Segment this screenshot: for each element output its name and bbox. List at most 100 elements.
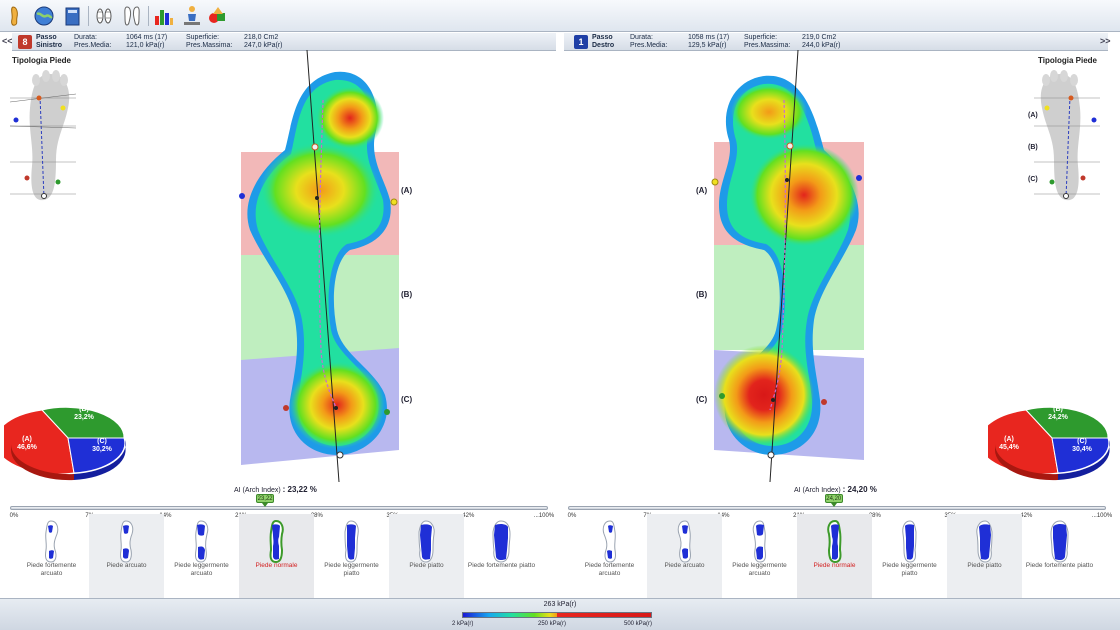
right-step-badge: 1: [574, 35, 588, 49]
foot-category-label: Piede fortemente piatto: [467, 562, 536, 569]
arch-index-marker-pointer: [262, 503, 269, 507]
foot-category-label: Piede piatto: [967, 562, 1002, 569]
foot-category-label: Piede piatto: [409, 562, 444, 569]
globe-icon[interactable]: [32, 4, 56, 28]
right-zone-c-label: (C): [696, 395, 708, 404]
foot-category-3[interactable]: Piede leggermente arcuato: [164, 514, 239, 598]
right-pie-b-label: (B) 24,2%: [1048, 406, 1068, 421]
right-foot-pressure-map: (A) (B) (C): [694, 49, 894, 485]
foot-category-6[interactable]: Piede piatto: [947, 514, 1022, 598]
left-zone-c-label: (C): [401, 395, 413, 404]
right-zone-distribution-pie: (B) 24,2% (A) 45,4% (C) 30,4%: [978, 398, 1114, 482]
shapes-icon[interactable]: [206, 4, 230, 28]
foot-shape-icon: [752, 520, 766, 563]
mini-zone-c-label: (C): [1028, 176, 1038, 183]
scale-tick-label: ...100%: [533, 513, 555, 519]
toolbar: [0, 0, 1120, 32]
legend-min-label: 2 kPa(r): [452, 621, 474, 627]
foot-category-1[interactable]: Piede fortemente arcuato: [14, 514, 89, 598]
next-step-button[interactable]: >>: [1100, 36, 1111, 46]
right-pres-massima-value: 244,0 kPa(r): [802, 42, 841, 49]
foot-category-label: Piede leggermente arcuato: [732, 562, 787, 577]
arch-index-marker: 24,20: [824, 494, 843, 503]
scale-tick-label: 14%: [159, 513, 172, 519]
left-foot-type-diagram: [6, 68, 80, 206]
foot-category-3[interactable]: Piede leggermente arcuato: [722, 514, 797, 598]
legend-max-value: 263 kPa(r): [543, 601, 577, 608]
foot-shape-icon: [120, 520, 134, 563]
foot-shape-icon: [344, 520, 359, 563]
left-pie-a-label: (A) 46,6%: [17, 436, 37, 451]
feet-outline-icon[interactable]: [120, 4, 144, 28]
scale-tick-label: 42%: [462, 513, 475, 519]
foot-shape-icon: [195, 520, 209, 563]
person-scale-icon[interactable]: [180, 4, 204, 28]
left-zone-distribution-pie: (B) 23,2% (A) 46,6% (C) 30,2%: [0, 398, 130, 482]
left-step-side: Sinistro: [36, 42, 63, 49]
footprints-icon[interactable]: [92, 4, 116, 28]
bar-chart-icon[interactable]: [152, 4, 176, 28]
right-pres-massima-label: Pres.Massima:: [744, 42, 791, 49]
foot-category-5[interactable]: Piede leggermente piatto: [314, 514, 389, 598]
right-pres-media-label: Pres.Media:: [630, 42, 668, 49]
left-step-label: Passo: [36, 34, 57, 41]
right-zone-b-label: (B): [696, 290, 708, 299]
right-foot-classification-row: Piede fortemente arcuato Piede arcuato Pie…: [572, 514, 1097, 598]
left-foot-type-title: Tipologia Piede: [12, 56, 71, 65]
foot-category-7[interactable]: Piede fortemente piatto: [1022, 514, 1097, 598]
scale-tick-label: 0%: [9, 513, 19, 519]
left-pres-media-label: Pres.Media:: [74, 42, 112, 49]
foot-shape-icon: [827, 519, 842, 564]
right-superficie-value: 219,0 Cm2: [802, 34, 837, 41]
legend-mid-label: 250 kPa(r): [538, 621, 567, 627]
foot-category-label: Piede leggermente arcuato: [174, 562, 229, 577]
foot-category-label: Piede leggermente piatto: [324, 562, 379, 577]
foot-category-1[interactable]: Piede fortemente arcuato: [572, 514, 647, 598]
foot-category-label: Piede normale: [255, 562, 298, 569]
right-pres-media-value: 129,5 kPa(r): [688, 42, 727, 49]
left-durata-label: Durata:: [74, 34, 97, 41]
left-pres-media-value: 121,0 kPa(r): [126, 42, 165, 49]
arch-index-marker: 23,22: [256, 494, 275, 503]
left-pres-massima-label: Pres.Massima:: [186, 42, 233, 49]
foot-category-label: Piede arcuato: [664, 562, 705, 569]
foot-category-label: Piede leggermente piatto: [882, 562, 937, 577]
previous-step-button[interactable]: <<: [2, 36, 13, 46]
right-arch-index: AI (Arch Index) : 24,20 %: [794, 485, 877, 494]
foot-category-2[interactable]: Piede arcuato: [647, 514, 722, 598]
foot-category-label: Piede fortemente piatto: [1025, 562, 1094, 569]
foot-shape-icon: [1050, 520, 1069, 563]
pressure-legend-bar: 263 kPa(r) 2 kPa(r) 250 kPa(r) 500 kPa(r…: [0, 598, 1120, 630]
foot-shape-icon: [492, 520, 511, 563]
mini-zone-a-label: (A): [1028, 112, 1038, 119]
foot-category-5[interactable]: Piede leggermente piatto: [872, 514, 947, 598]
left-arch-index-scale: 0%7%14%21%28%35%42%...100%23,22: [9, 494, 554, 524]
foot-category-4[interactable]: Piede normale: [239, 514, 314, 598]
scale-tick-label: 28%: [868, 513, 881, 519]
right-pie-c-label: (C) 30,4%: [1072, 438, 1092, 453]
left-arch-index: AI (Arch Index) : 23,22 %: [234, 485, 317, 494]
foot-icon[interactable]: [4, 4, 28, 28]
foot-shape-icon: [269, 519, 284, 564]
right-superficie-label: Superficie:: [744, 34, 778, 41]
foot-category-7[interactable]: Piede fortemente piatto: [464, 514, 539, 598]
book-icon[interactable]: [60, 4, 84, 28]
foot-category-4[interactable]: Piede normale: [797, 514, 872, 598]
left-superficie-label: Superficie:: [186, 34, 220, 41]
right-zone-a-label: (A): [696, 186, 708, 195]
left-superficie-value: 218,0 Cm2: [244, 34, 279, 41]
foot-category-6[interactable]: Piede piatto: [389, 514, 464, 598]
foot-shape-icon: [976, 520, 993, 563]
right-durata-label: Durata:: [630, 34, 653, 41]
left-step-badge: 8: [18, 35, 32, 49]
left-durata-value: 1064 ms (17): [126, 34, 168, 41]
foot-category-2[interactable]: Piede arcuato: [89, 514, 164, 598]
foot-category-label: Piede arcuato: [106, 562, 147, 569]
right-step-side: Destro: [592, 42, 615, 49]
foot-category-label: Piede normale: [813, 562, 856, 569]
foot-shape-icon: [602, 520, 616, 563]
right-pie-a-label: (A) 45,4%: [999, 436, 1019, 451]
left-foot-pressure-map: (A) (B) (C): [225, 49, 425, 485]
foot-category-label: Piede fortemente arcuato: [584, 562, 635, 577]
